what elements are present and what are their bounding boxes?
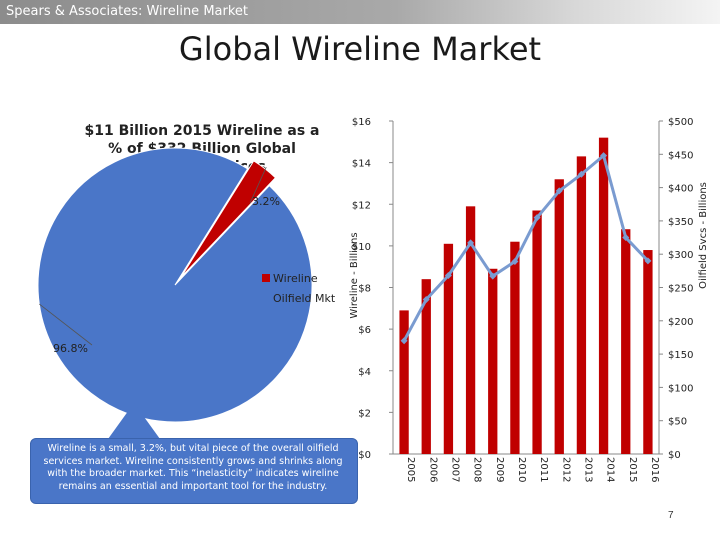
pie-slice-oilfield-mkt (37, 147, 313, 423)
point-oilfield-svcs-2008 (467, 239, 475, 247)
bar-wireline-2014 (598, 137, 609, 454)
pie-label-leader-oilfield (39, 303, 93, 346)
left-axis-tick-label: $8 (358, 284, 371, 295)
x-tick-label: 2014 (605, 457, 616, 482)
bar-wireline-2007 (443, 243, 454, 454)
bar-wireline-2015 (621, 229, 631, 454)
pie-label-oilfield-mkt: 96.8% (53, 342, 88, 355)
callout-box (30, 438, 358, 504)
header-bar: Spears & Associates: Wireline Market (0, 0, 720, 24)
x-tick-label: 2008 (472, 457, 483, 482)
right-axis-tick-label: $400 (668, 184, 693, 195)
x-tick-label: 2006 (427, 457, 438, 482)
bar-wireline-2011 (532, 210, 542, 454)
point-oilfield-svcs-2016 (644, 257, 652, 265)
bar-wireline-2008 (465, 206, 476, 454)
bar-wireline-2006 (421, 279, 431, 454)
x-tick-label: 2015 (627, 457, 638, 482)
bar-wireline-2010 (510, 241, 520, 454)
pie-slice-wireline (180, 160, 277, 278)
bar-wireline-2013 (576, 156, 587, 454)
left-axis-tick-label: $4 (358, 367, 371, 378)
left-axis-tick-label: $0 (358, 450, 371, 461)
x-tick-label: 2013 (582, 457, 593, 482)
right-axis-tick-label: $50 (668, 417, 687, 428)
x-tick-label: 2016 (649, 457, 660, 482)
point-oilfield-svcs-2011 (533, 214, 541, 222)
point-oilfield-svcs-2015 (622, 234, 630, 242)
bar-wireline-2009 (488, 268, 498, 454)
left-axis-tick-label: $16 (352, 117, 371, 128)
left-axis-tick-label: $10 (352, 242, 371, 253)
x-tick-label: 2011 (538, 457, 549, 482)
x-tick-label: 2007 (449, 457, 460, 482)
pie-legend-swatch (262, 294, 270, 302)
left-axis-title: Wireline - Billions (349, 232, 360, 318)
x-tick-label: 2005 (405, 457, 416, 482)
slide-title: Global Wireline Market (178, 30, 542, 68)
right-axis-tick-label: $150 (668, 350, 693, 361)
left-axis-tick-label: $14 (352, 159, 371, 170)
right-axis-title: Oilfield Svcs - Billions (698, 182, 709, 289)
callout-pointer (108, 403, 160, 439)
point-oilfield-svcs-2010 (511, 258, 519, 266)
point-oilfield-svcs-2007 (444, 272, 452, 280)
right-axis-tick-label: $200 (668, 317, 693, 328)
point-oilfield-svcs-2009 (489, 272, 497, 280)
pie-legend-label: Wireline (273, 272, 318, 285)
right-axis-tick-label: $250 (668, 284, 693, 295)
point-oilfield-svcs-2014 (600, 152, 608, 160)
callout-text: Wireline is a small, 3.2%, but vital pie… (43, 443, 343, 492)
right-axis-tick-label: $0 (668, 450, 681, 461)
page-number: 7 (668, 510, 674, 521)
line-oilfield-svcs (402, 154, 650, 342)
pie-label-wireline: 3.2% (252, 195, 280, 208)
pie-legend-label: Oilfield Mkt (273, 292, 336, 305)
point-oilfield-svcs-2013 (577, 170, 585, 178)
pie-legend-swatch (262, 274, 270, 282)
bar-wireline-2012 (554, 179, 564, 454)
bar-wireline-2005 (399, 310, 409, 454)
pie-label-leader-wireline (249, 167, 267, 204)
x-tick-label: 2012 (560, 457, 571, 482)
point-oilfield-svcs-2012 (555, 187, 563, 195)
right-axis-tick-label: $300 (668, 250, 693, 261)
point-oilfield-svcs-2005 (400, 337, 408, 345)
bar-wireline-2016 (643, 250, 653, 454)
point-oilfield-svcs-2006 (422, 295, 430, 303)
x-tick-label: 2010 (516, 457, 527, 482)
left-axis-tick-label: $12 (352, 200, 371, 211)
right-axis-tick-label: $100 (668, 383, 693, 394)
right-axis-tick-label: $500 (668, 117, 693, 128)
right-axis-tick-label: $350 (668, 217, 693, 228)
header-title: Spears & Associates: Wireline Market (6, 4, 249, 19)
left-axis-tick-label: $6 (358, 325, 371, 336)
left-axis-tick-label: $2 (358, 408, 371, 419)
x-tick-label: 2009 (494, 457, 505, 482)
right-axis-tick-label: $450 (668, 150, 693, 161)
